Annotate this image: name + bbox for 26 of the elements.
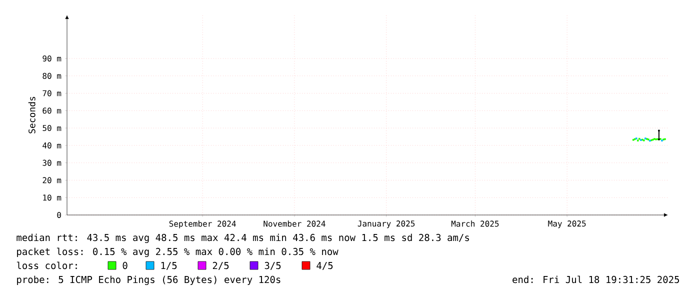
legend-title: loss color: bbox=[16, 262, 77, 270]
legend-label: 1/5 bbox=[161, 262, 177, 270]
text: median rtt: 43.5 ms avg 48.5 ms max 42.4 ms min 43.6 ms now 1.5 ms sd 28.3 am/s bbox=[16, 234, 469, 244]
y-tick-label: 60 m bbox=[42, 108, 62, 114]
y-tick-label: 30 m bbox=[42, 160, 62, 166]
x-tick-label: January 2025 bbox=[358, 220, 415, 228]
legend-label: 3/5 bbox=[264, 262, 281, 270]
x-tick-label: September 2024 bbox=[169, 220, 236, 228]
y-tick-label: 70 m bbox=[42, 90, 62, 96]
y-axis-title: Seconds bbox=[28, 96, 36, 134]
legend-label: 4/5 bbox=[316, 262, 333, 270]
x-tick-label: May 2025 bbox=[548, 220, 586, 228]
y-tick-label: 10 m bbox=[43, 194, 62, 201]
x-tick-label: November 2024 bbox=[264, 220, 326, 227]
text: end: Fri Jul 18 19:31:25 2025 bbox=[512, 276, 680, 284]
y-tick-label: 80 m bbox=[42, 72, 62, 79]
y-tick-label: 40 m bbox=[42, 142, 62, 148]
y-tick-label: 90 m bbox=[42, 55, 62, 62]
legend-label: 2/5 bbox=[212, 262, 229, 270]
y-tick-label: 0 bbox=[57, 212, 61, 218]
text: packet loss: 0.15 % avg 2.55 % max 0.00 % min 0.35 % now bbox=[17, 248, 338, 258]
legend-label: 0 bbox=[122, 262, 128, 270]
y-tick-label: 20 m bbox=[42, 177, 62, 184]
x-tick-label: March 2025 bbox=[451, 220, 499, 227]
y-tick-label: 50 m bbox=[42, 125, 62, 132]
text: probe: 5 ICMP Echo Pings (56 Bytes) every 120s bbox=[17, 276, 280, 286]
